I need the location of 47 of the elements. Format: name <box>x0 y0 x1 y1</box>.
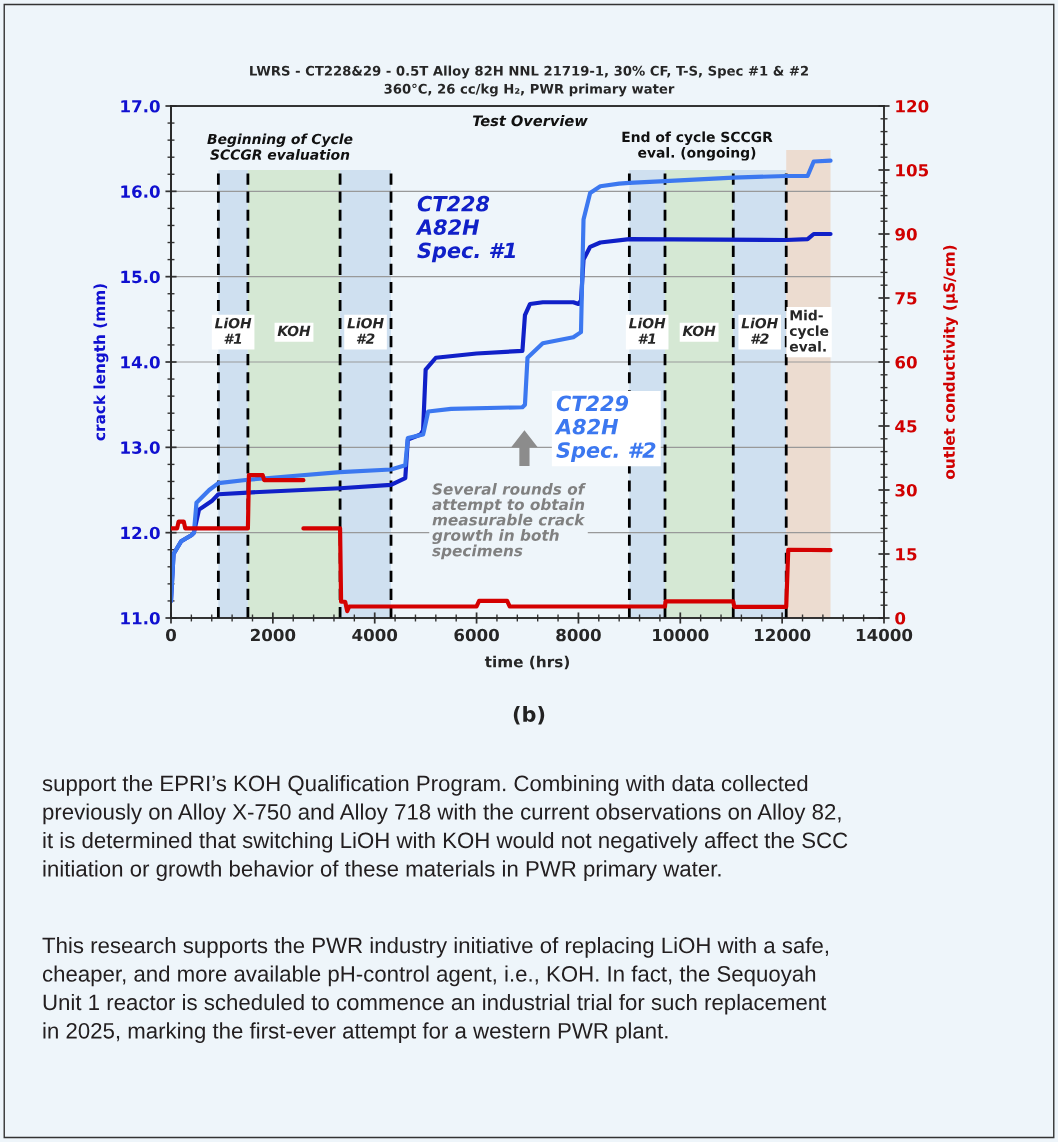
y2-tick-label: 30 <box>895 483 917 497</box>
band-label: LiOH #2 <box>347 317 384 344</box>
line-series <box>301 526 833 614</box>
y2-tick-label: 120 <box>896 99 929 113</box>
annotation: Test Overview <box>472 114 588 127</box>
y-tick-label: 11.0 <box>121 611 160 625</box>
band-label: LiOH #2 <box>741 317 778 344</box>
band-label: Mid- cycle eval. <box>789 309 829 352</box>
x-tick-label: 2000 <box>250 628 296 642</box>
y-tick-label: 16.0 <box>121 185 160 198</box>
x-tick-label: 14000 <box>856 628 913 642</box>
y-tick-label: 15.0 <box>121 270 160 284</box>
band-label: LiOH #1 <box>214 317 252 344</box>
line-series <box>171 472 306 531</box>
band-label: KOH <box>682 325 716 337</box>
y2-tick-label: 0 <box>895 611 906 625</box>
band-label: LiOH #1 <box>628 317 666 344</box>
x-axis-title: time (hrs) <box>484 655 569 670</box>
y2-tick-label: 90 <box>895 227 917 241</box>
y-axis-title: crack length (mm) <box>93 284 109 441</box>
annotation: End of cycle SCCGR eval. (ongoing) <box>622 131 773 161</box>
text: (b) <box>513 705 545 725</box>
y2-axis-title: outlet conductivity (µS/cm) <box>943 245 958 479</box>
text: This research supports the PWR industry initiative of replacing LiOH with a safe, cheaper, and more available pH-control agent, i.e., KOH. In fact, the Sequoyah Unit 1 reactor is scheduled to commence an industrial trial for such replacement in 2025, marking the first-ever attempt for a western PWR plant. <box>42 937 828 1044</box>
y2-tick-label: 45 <box>895 420 917 433</box>
series-label: CT229 A82H Spec. #2 <box>554 395 656 462</box>
x-tick-label: 0 <box>166 628 176 642</box>
x-tick-label: 4000 <box>352 628 398 642</box>
chart-title: LWRS - CT228&29 - 0.5T Alloy 82H NNL 21719-1, 30% CF, T-S, Spec #1 & #2 <box>250 65 808 79</box>
text: support the EPRI’s KOH Qualification Program. Combining with data collected previously on Alloy X-750 and Alloy 718 with the current observations on Alloy 82, it is determined that switching LiOH with KOH would not negatively affect the SCC initiation or growth behavior of these materials in PWR primary water. <box>42 775 848 882</box>
x-tick-label: 12000 <box>755 628 811 642</box>
y2-tick-label: 75 <box>895 292 917 305</box>
y2-tick-label: 105 <box>896 163 929 177</box>
y2-tick-label: 15 <box>896 548 917 561</box>
y-tick-label: 12.0 <box>121 526 160 540</box>
band-label: KOH <box>277 325 311 337</box>
annotation: Several rounds of attempt to obtain measurable crack growth in both specimens <box>432 483 586 560</box>
chart-subtitle: 360°C, 26 cc/kg H₂, PWR primary water <box>384 83 675 97</box>
y2-tick-label: 60 <box>895 355 917 369</box>
y-tick-label: 14.0 <box>121 355 160 369</box>
text: CT228 A82H Spec. #1 <box>415 195 516 263</box>
x-tick-label: 8000 <box>556 628 601 642</box>
y-tick-label: 13.0 <box>121 441 160 454</box>
x-tick-label: 6000 <box>454 628 499 642</box>
y-tick-label: 17.0 <box>121 99 160 113</box>
annotation: Beginning of Cycle SCCGR evaluation <box>207 133 353 160</box>
x-tick-label: 10000 <box>653 628 709 642</box>
